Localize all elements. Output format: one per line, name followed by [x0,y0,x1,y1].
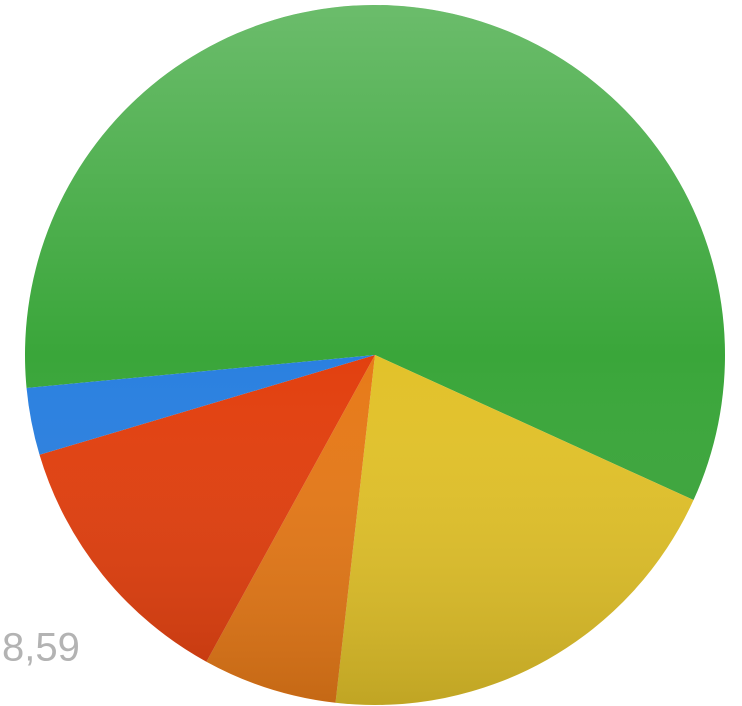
slices [25,5,726,706]
annotation: 8,59 [2,626,80,670]
